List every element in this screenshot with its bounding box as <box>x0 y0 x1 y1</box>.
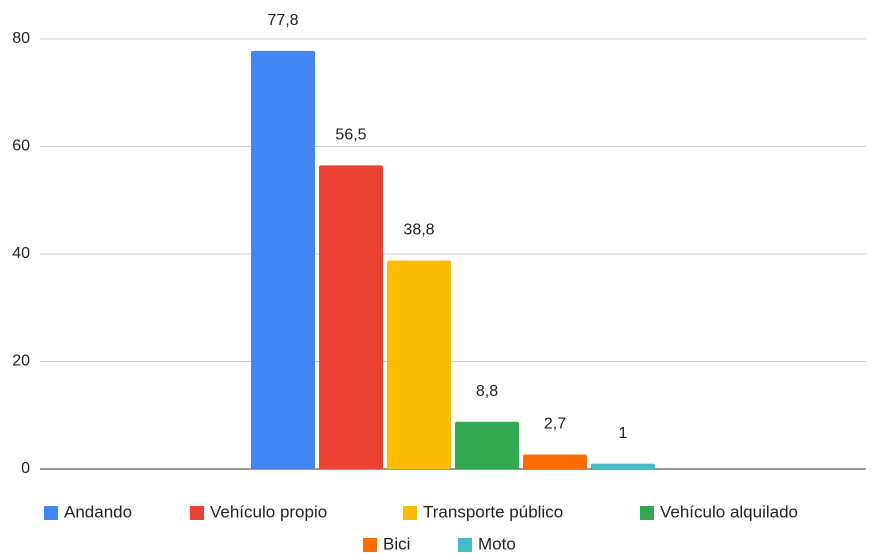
legend-swatch <box>403 506 417 520</box>
value-label: 2,7 <box>544 416 566 433</box>
y-tick-label: 80 <box>12 30 30 47</box>
bar <box>319 165 383 469</box>
legend-label: Transporte público <box>423 502 563 521</box>
legend-swatch <box>363 538 377 552</box>
y-tick-label: 0 <box>21 460 30 477</box>
value-label: 77,8 <box>267 12 298 29</box>
legend-swatch <box>190 506 204 520</box>
y-tick-label: 40 <box>12 245 30 262</box>
value-label: 1 <box>619 425 628 442</box>
legend-swatch <box>640 506 654 520</box>
bar <box>591 463 655 469</box>
value-label: 56,5 <box>335 127 366 144</box>
legend-label: Vehículo propio <box>210 502 327 521</box>
y-tick-label: 60 <box>12 138 30 155</box>
bar <box>455 421 519 469</box>
bar <box>387 260 451 469</box>
legend-label: Andando <box>64 502 132 521</box>
legend-label: Vehículo alquilado <box>660 502 798 521</box>
bar <box>251 50 315 469</box>
y-tick-label: 20 <box>12 353 30 370</box>
bar <box>523 454 587 469</box>
legend-label: Bici <box>383 534 410 553</box>
value-label: 38,8 <box>403 222 434 239</box>
legend-label: Moto <box>478 534 516 553</box>
value-label: 8,8 <box>476 383 498 400</box>
legend-swatch <box>458 538 472 552</box>
legend-swatch <box>44 506 58 520</box>
